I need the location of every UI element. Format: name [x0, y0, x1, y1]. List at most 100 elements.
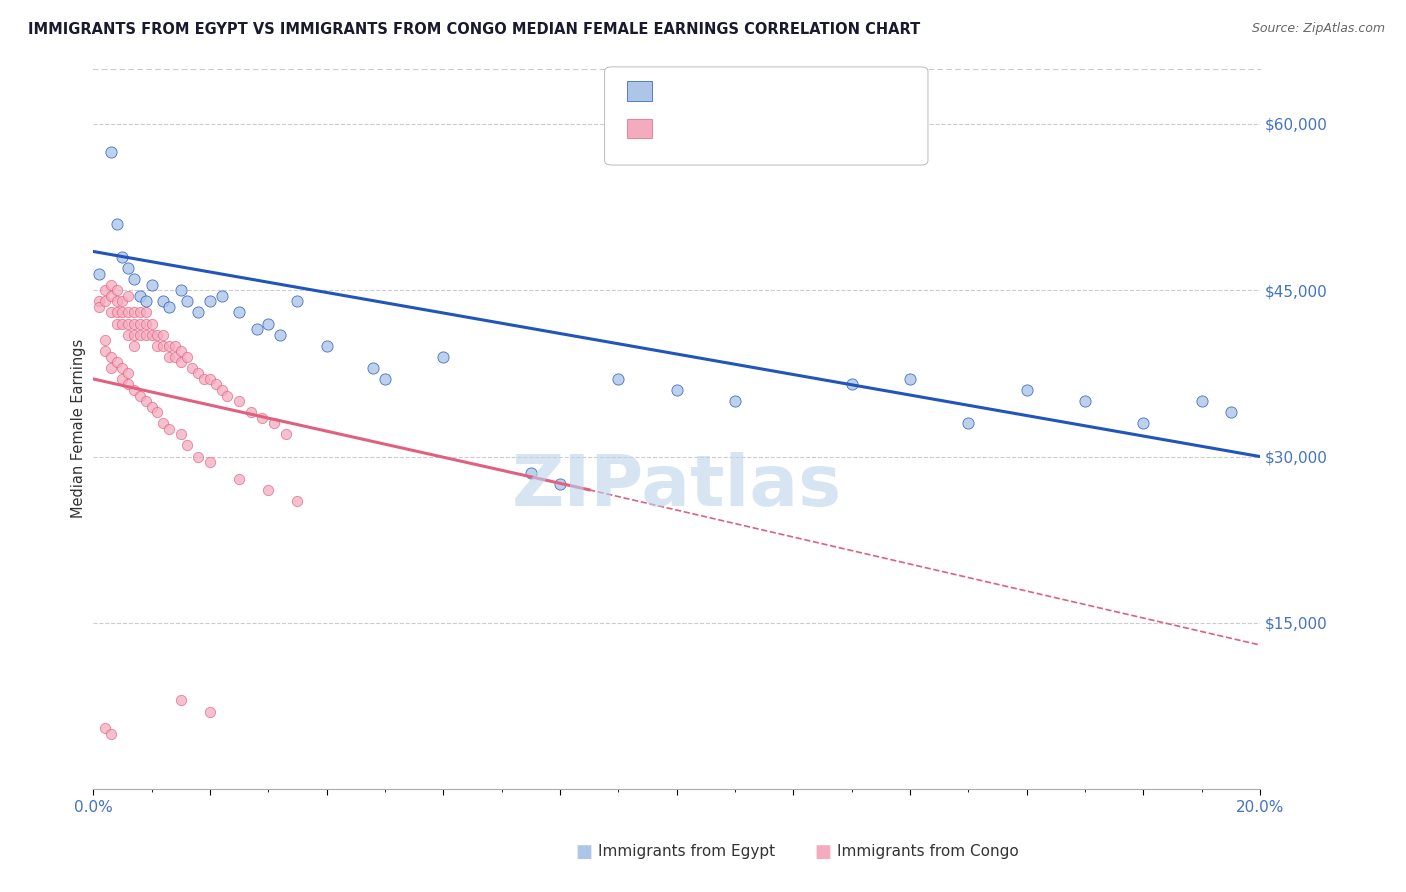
Point — [100, 360, 122, 375]
Point — [228, 472, 250, 486]
Point — [117, 377, 139, 392]
Point — [607, 372, 630, 386]
Point — [287, 494, 309, 508]
Point — [361, 360, 384, 375]
Point — [157, 339, 180, 353]
Point — [135, 394, 157, 409]
Text: Source: ZipAtlas.com: Source: ZipAtlas.com — [1251, 22, 1385, 36]
Point — [245, 322, 267, 336]
Point — [193, 372, 215, 386]
Point — [87, 294, 110, 309]
Point — [111, 294, 134, 309]
Point — [519, 466, 541, 480]
Point — [898, 372, 921, 386]
Point — [105, 283, 128, 297]
Text: R = -0.137    N = 80: R = -0.137 N = 80 — [662, 120, 831, 137]
Text: ■: ■ — [575, 843, 592, 861]
Point — [141, 400, 163, 414]
Point — [198, 372, 221, 386]
Point — [117, 317, 139, 331]
Point — [176, 350, 198, 364]
Point — [257, 317, 280, 331]
Point — [170, 693, 193, 707]
Point — [163, 339, 186, 353]
Point — [170, 355, 193, 369]
Text: ■: ■ — [814, 843, 831, 861]
Point — [198, 705, 221, 719]
Point — [100, 350, 122, 364]
Point — [122, 272, 145, 286]
Point — [117, 367, 139, 381]
Text: Immigrants from Congo: Immigrants from Congo — [837, 845, 1018, 859]
Point — [152, 339, 174, 353]
Point — [228, 305, 250, 319]
Point — [374, 372, 396, 386]
Point — [187, 305, 209, 319]
Point — [176, 438, 198, 452]
Point — [117, 327, 139, 342]
Point — [135, 305, 157, 319]
Text: ZIPatlas: ZIPatlas — [512, 452, 842, 521]
Point — [87, 267, 110, 281]
Point — [100, 145, 122, 159]
Text: R = -0.411    N = 38: R = -0.411 N = 38 — [662, 82, 831, 100]
Point — [211, 289, 233, 303]
Point — [957, 417, 980, 431]
Point — [315, 339, 337, 353]
Point — [141, 327, 163, 342]
Point — [1074, 394, 1097, 409]
Point — [1191, 394, 1213, 409]
Text: IMMIGRANTS FROM EGYPT VS IMMIGRANTS FROM CONGO MEDIAN FEMALE EARNINGS CORRELATIO: IMMIGRANTS FROM EGYPT VS IMMIGRANTS FROM… — [28, 22, 921, 37]
Point — [170, 283, 193, 297]
Point — [269, 327, 291, 342]
Point — [181, 360, 204, 375]
Point — [117, 289, 139, 303]
Point — [94, 721, 117, 735]
Point — [170, 344, 193, 359]
Point — [122, 305, 145, 319]
Point — [105, 217, 128, 231]
Point — [122, 339, 145, 353]
Point — [111, 250, 134, 264]
Point — [128, 388, 150, 402]
Point — [122, 383, 145, 397]
Point — [128, 317, 150, 331]
Point — [117, 305, 139, 319]
Point — [263, 417, 285, 431]
Point — [252, 410, 274, 425]
Point — [105, 294, 128, 309]
Point — [128, 289, 150, 303]
Point — [217, 388, 239, 402]
Point — [724, 394, 747, 409]
Point — [94, 294, 117, 309]
Point — [204, 377, 226, 392]
Y-axis label: Median Female Earnings: Median Female Earnings — [72, 339, 86, 518]
Point — [111, 317, 134, 331]
Point — [665, 383, 688, 397]
Point — [198, 294, 221, 309]
Point — [105, 305, 128, 319]
Point — [135, 327, 157, 342]
Point — [105, 355, 128, 369]
Point — [1219, 405, 1241, 419]
Point — [122, 327, 145, 342]
Point — [100, 305, 122, 319]
Point — [163, 350, 186, 364]
Point — [94, 344, 117, 359]
Point — [1132, 417, 1154, 431]
Point — [135, 317, 157, 331]
Point — [87, 300, 110, 314]
Point — [117, 261, 139, 276]
Point — [548, 477, 571, 491]
Point — [1015, 383, 1038, 397]
Point — [152, 417, 174, 431]
Point — [111, 372, 134, 386]
Point — [128, 327, 150, 342]
Point — [94, 333, 117, 347]
Point — [841, 377, 863, 392]
Point — [100, 277, 122, 292]
Point — [100, 727, 122, 741]
Point — [176, 294, 198, 309]
Point — [146, 339, 169, 353]
Point — [170, 427, 193, 442]
